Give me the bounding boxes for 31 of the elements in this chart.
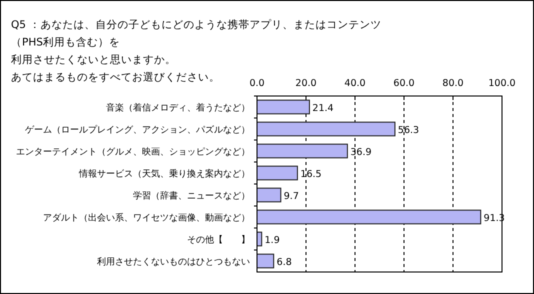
bar: [256, 210, 482, 224]
x-tick-label: 40.0: [344, 78, 366, 89]
data-label: 16.5: [300, 169, 322, 180]
x-tick-label: 0.0: [249, 78, 265, 89]
x-tick-label: 100.0: [488, 78, 516, 89]
bar: [256, 254, 274, 268]
y-tick-label: ゲーム（ロールプレイング、アクション、パズルなど）: [25, 124, 250, 136]
x-tick-label: 60.0: [393, 78, 415, 89]
y-tick-label: エンターテイメント（グルメ、映画、ショッピングなど）: [16, 146, 250, 158]
data-label: 9.7: [284, 191, 299, 202]
bar: [256, 122, 396, 136]
x-tick-label: 20.0: [295, 78, 317, 89]
text: あてはまるものをすべてお選びください。: [11, 72, 220, 84]
data-label: 36.9: [350, 147, 372, 158]
data-label: 1.9: [264, 235, 280, 246]
y-tick-label: 情報サービス（天気、乗り換え案内など）: [78, 168, 250, 180]
bar: [256, 100, 310, 114]
data-label: 21.4: [312, 103, 334, 114]
y-tick-label: 利用させたくないものはひとつもない: [97, 256, 250, 268]
bar: [256, 144, 348, 158]
bar: [256, 188, 282, 202]
chart-title: Q5 ：あなたは、自分の子どもにどのような携帯アプリ、またはコンテンツ（PHS利用も含む）を: [11, 18, 382, 48]
y-tick-label: 音楽（着信メロディ、着うたなど）: [106, 102, 250, 114]
data-label: 6.8: [276, 257, 292, 268]
data-label: 56.3: [398, 125, 420, 136]
y-tick-label: アダルト（出会い系、ワイセツな画像、動画など）: [43, 212, 250, 224]
y-tick-label: その他【 】: [187, 234, 250, 246]
y-tick-label: 学習（辞書、ニュースなど）: [133, 190, 250, 202]
text: 利用させたくないと思いますか。: [11, 53, 176, 66]
x-tick-label: 80.0: [442, 78, 464, 89]
bar: [256, 166, 298, 180]
